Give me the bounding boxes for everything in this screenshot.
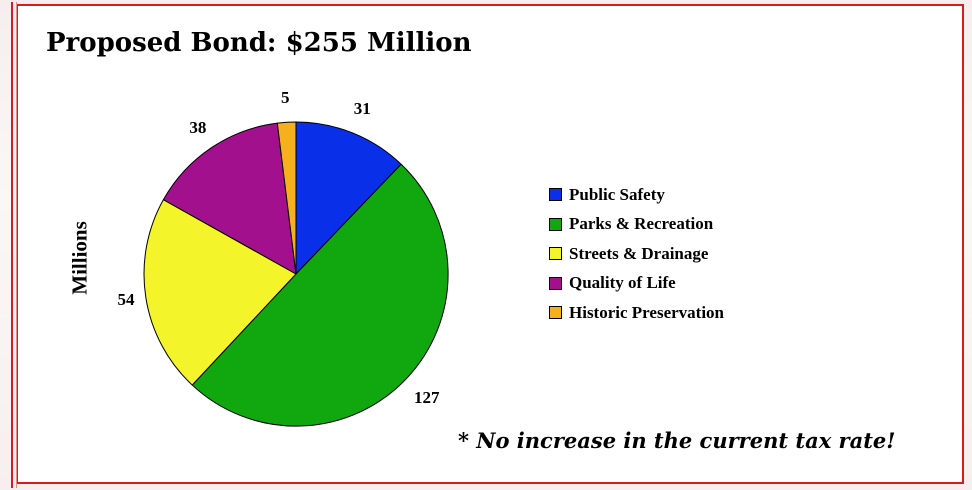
legend-item-public-safety: Public Safety: [549, 180, 724, 210]
pie-slice-public-safety: [295, 121, 402, 275]
value-label-parks-and-recreation: 127: [414, 387, 440, 407]
pie-slice-streets-and-drainage: [143, 199, 297, 386]
legend-label: Public Safety: [569, 184, 665, 204]
chart-title: Proposed Bond: $255 Million: [46, 28, 472, 58]
value-label-public-safety: 31: [353, 98, 371, 118]
pie-slice-parks-and-recreation: [191, 163, 449, 427]
pie-slices: [143, 121, 449, 427]
legend-label: Streets & Drainage: [569, 243, 709, 263]
value-label-quality-of-life: 38: [189, 117, 207, 137]
legend-swatch: [549, 188, 562, 202]
pie-slice-historic-preservation: [276, 121, 297, 275]
legend-swatch: [549, 247, 562, 261]
tax-rate-note: * No increase in the current tax rate!: [458, 428, 896, 453]
legend-label: Quality of Life: [569, 273, 676, 293]
legend-swatch: [549, 306, 562, 320]
legend-item-streets-and-drainage: Streets & Drainage: [549, 239, 724, 269]
legend-swatch: [549, 217, 562, 231]
value-label-historic-preservation: 5: [280, 88, 290, 108]
legend-item-quality-of-life: Quality of Life: [549, 269, 724, 299]
legend-swatch: [549, 276, 562, 290]
value-label-streets-and-drainage: 54: [117, 290, 135, 310]
legend-label: Parks & Recreation: [569, 214, 714, 234]
pie-slice-quality-of-life: [162, 122, 297, 275]
legend-label: Historic Preservation: [569, 302, 725, 322]
legend-item-historic-preservation: Historic Preservation: [549, 298, 724, 328]
legend-item-parks-and-recreation: Parks & Recreation: [549, 210, 724, 240]
chart-legend: Public Safety Parks & Recreation Streets &…: [549, 180, 724, 328]
